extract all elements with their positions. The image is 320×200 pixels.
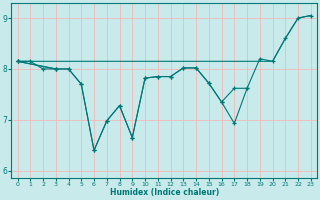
X-axis label: Humidex (Indice chaleur): Humidex (Indice chaleur)	[109, 188, 219, 197]
